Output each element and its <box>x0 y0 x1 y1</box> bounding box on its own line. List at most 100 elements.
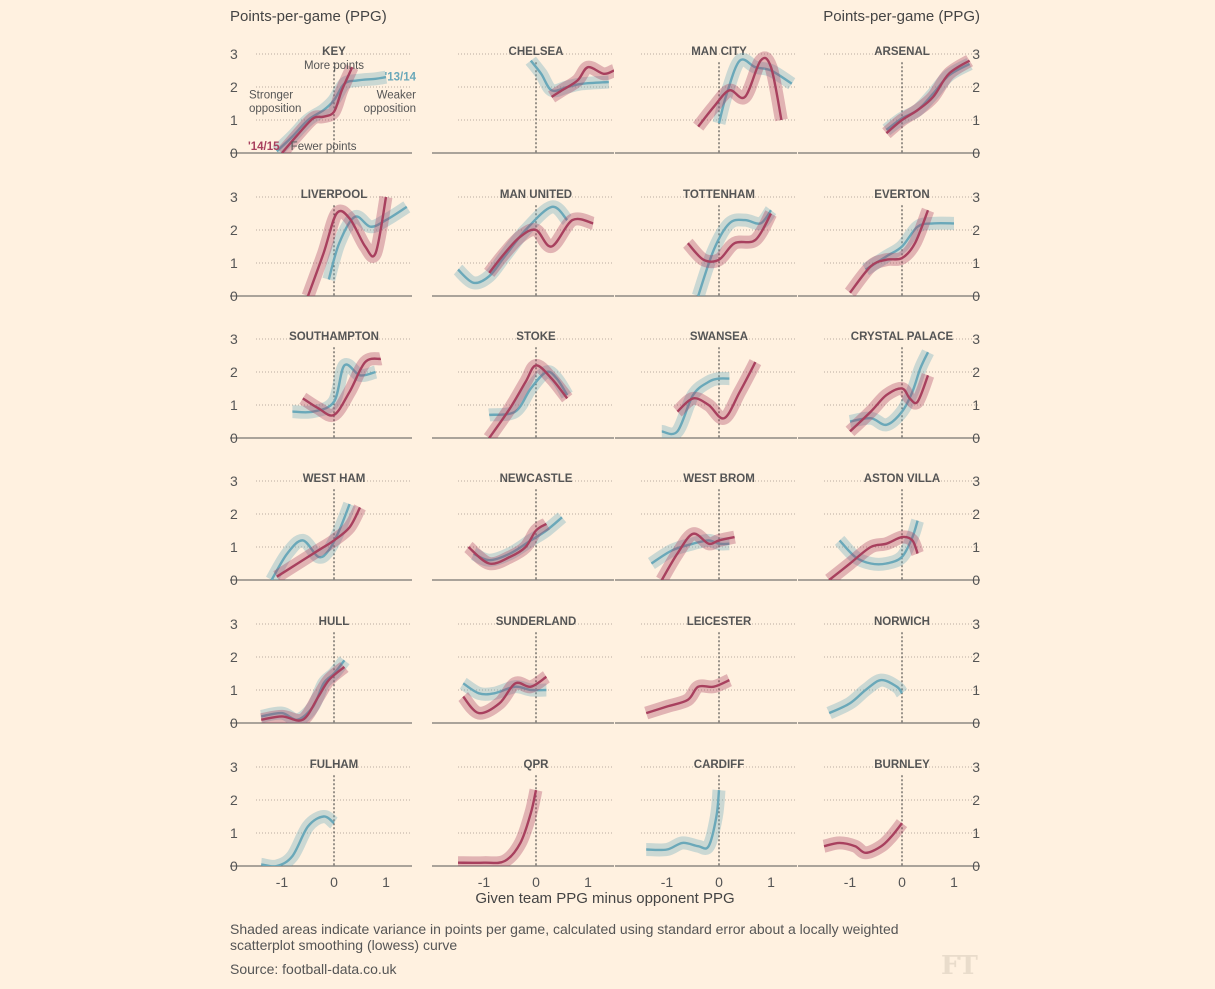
y-tick-label: 3 <box>972 46 980 62</box>
x-tick-label: -1 <box>478 874 491 890</box>
key-weaker: Weaker <box>377 90 417 102</box>
y-tick-label: 0 <box>972 858 980 874</box>
panel-title-west-ham: WEST HAM <box>303 473 366 485</box>
key-stronger-opposition: opposition <box>249 103 301 115</box>
y-tick-label: 3 <box>230 616 238 632</box>
key-fewer-points: Fewer points <box>291 141 357 153</box>
series-1415-line <box>550 65 614 98</box>
x-tick-label: -1 <box>844 874 857 890</box>
series-1314-line <box>661 377 730 436</box>
panel-title-burnley: BURNLEY <box>874 759 930 771</box>
y-tick-label: 0 <box>972 145 980 161</box>
y-tick-label: 1 <box>972 539 980 555</box>
series-1415-line <box>261 665 346 722</box>
series-1415-band <box>457 788 543 866</box>
y-tick-label: 3 <box>972 759 980 775</box>
y-tick-label: 3 <box>230 759 238 775</box>
y-tick-label: 2 <box>230 506 238 522</box>
series-1314-band <box>646 789 726 857</box>
y-tick-label: 0 <box>972 572 980 588</box>
key-stronger: Stronger <box>249 90 293 102</box>
y-tick-label: 0 <box>230 145 238 161</box>
y-tick-label: 1 <box>230 112 238 128</box>
series-1415-line <box>676 361 757 420</box>
panel-title-swansea: SWANSEA <box>690 331 748 343</box>
series-1415-line <box>660 532 735 580</box>
y-axis-title-left: Points-per-game (PPG) <box>230 8 387 25</box>
y-tick-label: 0 <box>230 430 238 446</box>
y-tick-label: 2 <box>972 222 980 238</box>
key-more-points: More points <box>304 60 364 72</box>
series-1314-line <box>646 789 721 852</box>
series-1314-line <box>327 205 408 280</box>
panel-title-southampton: SOUTHAMPTON <box>289 331 379 343</box>
series-1415-line <box>697 56 783 128</box>
x-tick-label: 0 <box>330 874 338 890</box>
y-tick-label: 1 <box>972 112 980 128</box>
panel-title-fulham: FULHAM <box>310 759 359 771</box>
series-1415-line <box>488 364 569 438</box>
series-1314-line <box>457 205 569 285</box>
y-tick-label: 3 <box>972 473 980 489</box>
y-tick-label: 3 <box>230 331 238 347</box>
y-tick-label: 2 <box>230 792 238 808</box>
series-1415-line <box>823 822 903 854</box>
panel-title-cardiff: CARDIFF <box>694 759 744 771</box>
y-tick-label: 1 <box>230 539 238 555</box>
series-1314-line <box>462 682 547 696</box>
series-1415-line <box>488 217 594 274</box>
series-1314-line <box>838 520 919 566</box>
series-1314-line <box>275 75 387 153</box>
x-tick-label: -1 <box>276 874 289 890</box>
panel-title-west-brom: WEST BROM <box>683 473 755 485</box>
series-1415-band <box>301 195 393 296</box>
series-1415-line <box>306 196 388 296</box>
series-1314-line <box>261 815 335 866</box>
key-weaker-opposition: opposition <box>364 103 416 115</box>
panel-title-leicester: LEICESTER <box>687 616 752 628</box>
series-1415-band <box>260 661 349 723</box>
y-tick-label: 1 <box>972 682 980 698</box>
y-tick-label: 2 <box>230 222 238 238</box>
series-1314-line <box>849 351 930 427</box>
series-1415-line <box>686 212 773 263</box>
y-tick-label: 2 <box>972 649 980 665</box>
x-tick-label: 0 <box>898 874 906 890</box>
x-tick-label: 1 <box>584 874 592 890</box>
y-tick-label: 2 <box>972 792 980 808</box>
y-tick-label: 3 <box>230 473 238 489</box>
panel-title-man-city: MAN CITY <box>691 46 747 58</box>
series-1415-line <box>281 66 354 153</box>
y-axis-title-right: Points-per-game (PPG) <box>823 8 980 25</box>
x-axis-title: Given team PPG minus opponent PPG <box>475 890 735 907</box>
panel-title-stoke: STOKE <box>516 331 556 343</box>
panel-title-sunderland: SUNDERLAND <box>496 616 577 628</box>
panel-title-hull: HULL <box>319 616 350 628</box>
y-tick-label: 0 <box>972 715 980 731</box>
series-1314-line <box>529 59 609 93</box>
x-tick-label: 1 <box>767 874 775 890</box>
series-1314-line <box>489 370 569 417</box>
panel-title-tottenham: TOTTENHAM <box>683 189 755 201</box>
panel-title-norwich: NORWICH <box>874 616 930 628</box>
panel-title-liverpool: LIVERPOOL <box>301 189 367 201</box>
y-tick-label: 1 <box>972 255 980 271</box>
x-tick-label: 1 <box>382 874 390 890</box>
panel-title-key: KEY <box>322 46 346 58</box>
series-1314-line <box>270 503 351 580</box>
series-1415-line <box>302 357 382 417</box>
y-tick-label: 1 <box>230 397 238 413</box>
series-1415-band <box>656 527 736 580</box>
series-1314-line <box>473 516 563 562</box>
series-1415-line <box>462 675 548 715</box>
panel-title-qpr: QPR <box>524 759 550 771</box>
series-1314-line <box>292 363 376 414</box>
y-tick-label: 2 <box>230 79 238 95</box>
series-1314-line <box>828 678 903 715</box>
y-tick-label: 2 <box>230 649 238 665</box>
x-tick-label: 0 <box>532 874 540 890</box>
y-tick-label: 2 <box>972 79 980 95</box>
series-1415-line <box>645 678 730 715</box>
series-1314-line <box>650 539 730 565</box>
y-tick-label: 0 <box>230 572 238 588</box>
